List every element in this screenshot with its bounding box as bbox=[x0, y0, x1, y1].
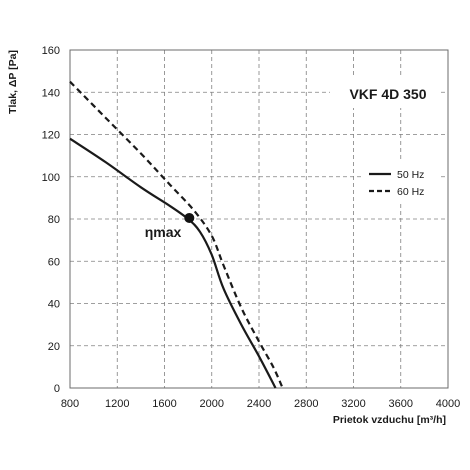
legend-label: 60 Hz bbox=[397, 186, 424, 198]
x-tick-label: 2800 bbox=[294, 398, 318, 410]
title-box bbox=[330, 78, 440, 108]
y-tick-label: 60 bbox=[48, 256, 60, 268]
y-tick-label: 80 bbox=[48, 214, 60, 226]
x-tick-label: 1600 bbox=[152, 398, 176, 410]
legend-label: 50 Hz bbox=[397, 169, 424, 181]
legend-box bbox=[362, 160, 440, 202]
x-tick-labels: 800 1200 1600 2000 2400 2800 3200 3600 4000 bbox=[61, 398, 460, 410]
y-tick-labels: 0 20 40 60 80 100 120 140 160 bbox=[42, 45, 60, 395]
y-tick-label: 160 bbox=[42, 45, 60, 57]
y-tick-label: 40 bbox=[48, 299, 60, 311]
x-tick-label: 800 bbox=[61, 398, 79, 410]
series-lines bbox=[69, 80, 284, 389]
x-tick-label: 2400 bbox=[247, 398, 271, 410]
x-tick-label: 3200 bbox=[341, 398, 365, 410]
y-tick-label: 20 bbox=[48, 341, 60, 353]
x-tick-label: 1200 bbox=[105, 398, 129, 410]
y-tick-label: 0 bbox=[54, 383, 60, 395]
y-tick-label: 140 bbox=[42, 87, 60, 99]
x-tick-label: 4000 bbox=[436, 398, 460, 410]
y-tick-label: 120 bbox=[42, 130, 60, 142]
eta-max-marker-group: ηmax bbox=[145, 212, 195, 240]
eta-max-point bbox=[184, 212, 195, 223]
x-axis-title: Prietok vzduchu [m³/h] bbox=[333, 414, 446, 426]
x-tick-label: 2000 bbox=[200, 398, 224, 410]
chart-title: VKF 4D 350 bbox=[349, 86, 426, 102]
y-axis-title: Tlak, ΔP [Pa] bbox=[7, 50, 19, 114]
series-line-60-hz bbox=[69, 80, 284, 389]
x-tick-label: 3600 bbox=[389, 398, 413, 410]
series-line-50-hz bbox=[69, 137, 277, 389]
legend: 50 Hz 60 Hz bbox=[362, 160, 440, 202]
plot-frame bbox=[69, 49, 449, 389]
eta-max-label: ηmax bbox=[145, 224, 182, 240]
y-tick-label: 100 bbox=[42, 172, 60, 184]
